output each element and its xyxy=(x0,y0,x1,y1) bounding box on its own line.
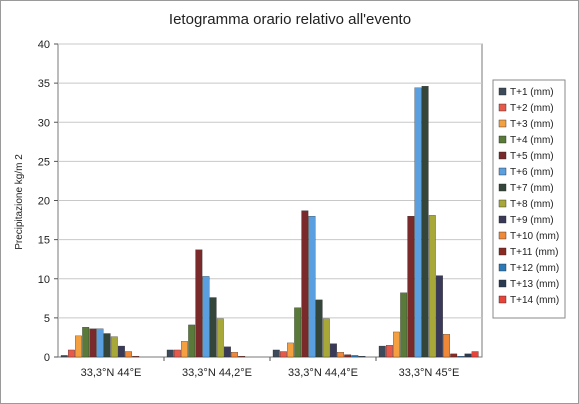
legend-label: T+2 (mm) xyxy=(510,103,554,114)
bar-2-4 xyxy=(385,345,393,358)
bar-13-3 xyxy=(358,356,366,358)
bar-11-1 xyxy=(132,356,140,358)
bar-3-1 xyxy=(75,335,82,358)
y-axis-label: Precipitazione kg/m 2 xyxy=(14,154,25,250)
bar-13-4 xyxy=(464,353,472,358)
bar-7-3 xyxy=(315,299,323,358)
legend-swatch xyxy=(498,263,507,272)
legend-label: T+8 (mm) xyxy=(510,199,554,210)
legend-label: T+1 (mm) xyxy=(510,87,554,98)
bar-10-2 xyxy=(231,352,238,358)
legend-swatch xyxy=(498,183,507,192)
y-tick-label: 40 xyxy=(38,39,50,51)
legend-label: T+5 (mm) xyxy=(510,151,554,162)
legend-swatch xyxy=(498,103,507,112)
y-tick-label: 30 xyxy=(38,117,50,129)
bar-8-4 xyxy=(428,215,436,358)
bar-5-1 xyxy=(89,328,97,358)
bar-12-3 xyxy=(351,355,359,358)
y-tick-label: 5 xyxy=(44,313,50,325)
legend-label: T+3 (mm) xyxy=(510,119,554,130)
legend-label: T+4 (mm) xyxy=(510,135,554,146)
bar-3-4 xyxy=(393,331,400,358)
bar-8-1 xyxy=(110,336,118,358)
legend-swatch xyxy=(498,199,507,208)
x-tick-label: 33,3°N 45°E xyxy=(399,367,460,379)
bar-3-3 xyxy=(287,342,294,358)
x-tick-labels: 33,3°N 44°E 33,3°N 44,2°E 33,3°N 44,4°E 33,… xyxy=(81,367,460,379)
bar-9-4 xyxy=(435,275,443,358)
y-tick-label: 35 xyxy=(38,78,50,90)
legend-swatch xyxy=(498,119,507,128)
bar-2-2 xyxy=(173,349,181,358)
bar-14-4 xyxy=(471,351,479,358)
bar-10-4 xyxy=(443,334,450,358)
y-tick-label: 0 xyxy=(44,352,50,364)
legend-swatch xyxy=(498,151,507,160)
bar-4-3 xyxy=(294,307,302,358)
x-tick-label: 33,3°N 44°E xyxy=(81,367,142,379)
bar-1-2 xyxy=(166,349,174,358)
bar-2-3 xyxy=(279,351,287,358)
bar-9-3 xyxy=(329,343,337,358)
legend-swatch xyxy=(498,279,507,288)
legend-label: T+13 (mm) xyxy=(510,279,559,290)
bar-4-2 xyxy=(188,324,196,358)
legend-swatch xyxy=(498,167,507,176)
bar-2-1 xyxy=(67,349,75,358)
y-tick-labels: 0 5 10 15 20 25 30 35 40 xyxy=(38,39,50,364)
legend-label: T+12 (mm) xyxy=(510,263,559,274)
legend-label: T+9 (mm) xyxy=(510,215,554,226)
bar-6-1 xyxy=(96,328,104,358)
bar-11-2 xyxy=(238,356,246,358)
bar-12-4 xyxy=(457,356,465,358)
bar-9-2 xyxy=(223,346,231,358)
bar-8-2 xyxy=(216,318,224,358)
bar-5-3 xyxy=(301,210,309,358)
bar-4-1 xyxy=(82,327,90,358)
bar-3-2 xyxy=(181,341,188,358)
bar-9-1 xyxy=(117,345,125,358)
legend-label: T+14 (mm) xyxy=(510,295,559,306)
legend-swatch xyxy=(498,231,507,240)
bar-11-4 xyxy=(450,353,458,358)
legend: T+1 (mm) T+2 (mm) T+3 (mm) T+4 (mm) T+5 (mm)… xyxy=(498,87,559,306)
legend-label: T+11 (mm) xyxy=(510,247,558,258)
x-tick-label: 33,3°N 44,2°E xyxy=(182,367,252,379)
chart-title: Ietogramma orario relativo all'evento xyxy=(169,11,411,28)
bar-6-2 xyxy=(202,276,210,358)
bar-8-3 xyxy=(322,318,330,358)
legend-label: T+7 (mm) xyxy=(510,183,554,194)
legend-swatch xyxy=(498,87,507,96)
legend-box xyxy=(492,79,566,319)
bar-4-4 xyxy=(400,292,408,358)
bar-10-3 xyxy=(337,352,344,358)
bar-5-2 xyxy=(195,249,203,358)
y-tick-label: 20 xyxy=(38,196,50,208)
y-tick-label: 25 xyxy=(38,156,50,168)
bar-11-3 xyxy=(344,354,352,358)
legend-label: T+10 (mm) xyxy=(510,231,559,242)
legend-label: T+6 (mm) xyxy=(510,167,554,178)
bar-1-1 xyxy=(60,355,68,358)
bar-6-4 xyxy=(414,87,422,358)
bar-5-4 xyxy=(407,215,415,358)
bar-7-2 xyxy=(209,297,217,358)
bar-1-3 xyxy=(272,349,280,358)
bar-1-4 xyxy=(378,345,386,358)
legend-swatch xyxy=(498,135,507,144)
bar-6-3 xyxy=(308,215,316,358)
bar-7-1 xyxy=(103,333,111,358)
legend-swatch xyxy=(498,247,507,256)
legend-swatch xyxy=(498,215,507,224)
x-tick-label: 33,3°N 44,4°E xyxy=(288,367,358,379)
y-tick-label: 15 xyxy=(38,235,50,247)
bars-layer xyxy=(60,86,479,358)
bar-7-4 xyxy=(421,86,429,358)
y-tick-label: 10 xyxy=(38,274,50,286)
legend-swatch xyxy=(498,295,507,304)
bar-10-1 xyxy=(125,351,132,358)
